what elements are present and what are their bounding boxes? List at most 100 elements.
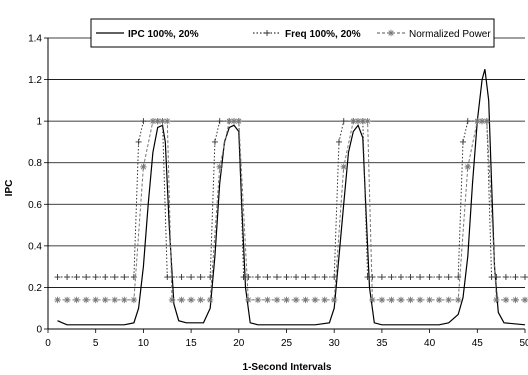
data-point-plus: [121, 274, 128, 281]
x-tick-label: 45: [472, 338, 484, 349]
data-point-plus: [169, 274, 176, 281]
x-tick-label: 35: [376, 338, 388, 349]
data-point-star: [187, 296, 195, 304]
data-point-plus: [130, 274, 137, 281]
data-point-star: [102, 296, 109, 304]
data-point-plus: [455, 274, 462, 281]
y-axis-label: IPC: [4, 180, 15, 197]
legend: IPC 100%, 20% Freq 100%, 20% Normalized Po…: [90, 18, 495, 48]
data-point-star: [331, 296, 338, 304]
data-point-plus: [397, 274, 404, 281]
data-point-star: [483, 117, 491, 125]
data-point-star: [435, 296, 443, 304]
series-1: [57, 69, 526, 326]
data-point-plus: [445, 274, 452, 281]
data-point-star: [311, 296, 319, 304]
y-tick-label: 1: [36, 117, 42, 128]
data-point-plus: [140, 118, 147, 125]
data-point-star: [149, 117, 157, 125]
data-point-star: [111, 296, 118, 304]
data-point-star: [168, 296, 176, 304]
data-point-plus: [321, 274, 328, 281]
data-point-star: [455, 296, 462, 304]
data-point-plus: [211, 138, 218, 145]
data-point-plus: [502, 274, 509, 281]
legend-label-3: Normalized Power: [409, 29, 491, 40]
x-tick-label: 20: [233, 338, 245, 349]
data-point-star: [521, 296, 528, 304]
data-point-plus: [335, 138, 342, 145]
data-point-plus: [522, 274, 528, 281]
data-point-star: [63, 296, 71, 304]
axes: 0 0.2 0.4 0.6 0.8 1 1.2 1.4 0 5 10 15 20 25 30 35 40 45 50: [28, 34, 528, 350]
data-point-star: [178, 296, 185, 304]
legend-box: [90, 18, 495, 48]
data-point-star: [474, 117, 481, 125]
data-point-star: [397, 296, 405, 304]
data-point-star: [478, 117, 486, 125]
data-point-plus: [388, 274, 395, 281]
data-point-star: [416, 296, 424, 304]
grid-lines: [48, 37, 525, 288]
data-point-plus: [464, 118, 471, 125]
x-tick-label: 25: [281, 338, 293, 349]
data-point-star: [292, 296, 300, 304]
data-point-star: [159, 117, 166, 125]
data-point-star: [350, 117, 357, 125]
series-line: [57, 69, 526, 326]
data-point-plus: [302, 274, 309, 281]
data-point-plus: [64, 274, 71, 281]
data-point-star: [445, 296, 452, 304]
data-point-plus: [312, 274, 319, 281]
data-point-star: [235, 117, 242, 125]
data-point-star: [92, 296, 99, 304]
data-point-plus: [340, 118, 347, 125]
data-point-star: [340, 163, 347, 171]
data-point-star: [197, 296, 204, 304]
data-point-star: [426, 296, 433, 304]
x-tick-label: 15: [186, 338, 198, 349]
data-point-star: [226, 117, 233, 125]
legend-marker-plus: [264, 30, 270, 36]
data-point-star: [230, 117, 238, 125]
data-point-star: [364, 117, 371, 125]
y-tick-label: 0.2: [28, 283, 42, 294]
data-point-star: [354, 117, 362, 125]
data-point-star: [464, 163, 471, 171]
data-point-plus: [512, 274, 519, 281]
x-tick-label: 10: [138, 338, 150, 349]
data-point-star: [502, 296, 510, 304]
data-point-plus: [197, 274, 204, 281]
data-point-plus: [92, 274, 99, 281]
x-tick-label: 5: [93, 338, 99, 349]
y-tick-label: 1.2: [28, 75, 42, 86]
data-point-plus: [188, 274, 195, 281]
series-2: [54, 118, 528, 281]
data-point-star: [407, 296, 414, 304]
data-point-star: [82, 296, 90, 304]
data-point-plus: [254, 274, 261, 281]
data-point-star: [206, 296, 214, 304]
data-point-star: [54, 296, 61, 304]
data-point-star: [245, 296, 252, 304]
data-point-star: [378, 296, 386, 304]
data-point-plus: [493, 274, 500, 281]
series-line: [57, 120, 525, 301]
data-point-plus: [178, 274, 185, 281]
data-point-plus: [54, 274, 61, 281]
legend-label-1: IPC 100%, 20%: [128, 29, 199, 40]
data-point-star: [359, 117, 367, 125]
data-point-plus: [426, 274, 433, 281]
data-point-star: [254, 296, 262, 304]
data-point-star: [388, 296, 395, 304]
y-tick-label: 1.4: [28, 34, 42, 45]
y-tick-label: 0.8: [28, 158, 42, 169]
series-line: [57, 120, 525, 278]
data-point-plus: [264, 274, 271, 281]
data-point-star: [140, 163, 147, 171]
data-point-plus: [102, 274, 109, 281]
data-point-plus: [273, 274, 280, 281]
y-tick-label: 0.6: [28, 200, 42, 211]
data-point-plus: [378, 274, 385, 281]
